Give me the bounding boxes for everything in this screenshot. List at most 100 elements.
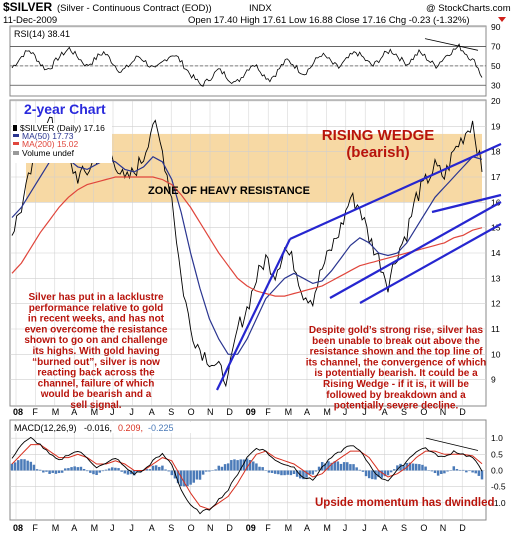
macd-histogram-bar: [189, 470, 192, 485]
macd-histogram-bar: [139, 470, 142, 473]
header-date: 11-Dec-2009: [3, 15, 57, 26]
rsi-tick-label: 50: [491, 61, 501, 71]
macd-x-label: A: [149, 523, 155, 533]
macd-histogram-bar: [242, 459, 246, 471]
legend-ma200: MA(200) 15.02: [22, 139, 78, 149]
macd-histogram-bar: [104, 469, 108, 471]
macd-histogram-bar: [192, 470, 195, 483]
macd-histogram-bar: [176, 470, 180, 484]
macd-histogram-bar: [330, 462, 333, 471]
macd-histogram-bar: [377, 470, 380, 478]
macd-histogram-bar: [76, 467, 80, 471]
channel-upper-trendline: [289, 142, 502, 241]
macd-histogram-bar: [339, 463, 343, 471]
price-x-label: F: [265, 407, 271, 417]
macd-histogram-bar: [154, 465, 158, 471]
macd-histogram-bar: [158, 466, 161, 471]
macd-histogram-bar: [468, 470, 471, 472]
macd-histogram-bar: [252, 461, 255, 471]
annotation-line: followed by breakdown and a: [326, 390, 466, 401]
macd-histogram-bar: [10, 463, 14, 471]
macd-histogram-bar: [248, 460, 252, 471]
macd-histogram-bar: [230, 460, 233, 471]
price-x-label: N: [440, 407, 447, 417]
macd-line: [11, 436, 483, 515]
macd-histogram-bar: [226, 463, 230, 471]
macd-x-label: A: [382, 523, 388, 533]
annotation-line: resistance shown and the top line of: [310, 347, 483, 358]
price-tick-label: 12: [491, 299, 501, 309]
price-series-ma200: [11, 176, 483, 297]
macd-histogram-bar: [367, 470, 371, 479]
macd-histogram-bar: [352, 464, 355, 471]
macd-tick-label: -1.0: [491, 498, 506, 508]
rsi-plot: 30 50 70 90: [10, 22, 501, 90]
annotation-line: would be bearish and a: [40, 389, 152, 400]
macd-histogram-bar: [198, 470, 202, 480]
macd-histogram-bar: [151, 465, 155, 471]
macd-x-label: J: [362, 523, 367, 533]
header-symbol: $SILVER: [3, 0, 52, 14]
macd-histogram-bar: [280, 470, 283, 476]
macd-histogram-bar: [208, 470, 211, 472]
annotation-line: potentially severe decline.: [334, 401, 459, 412]
header-watermark: @ StockCharts.com: [426, 3, 511, 14]
rsi-tick-label: 90: [491, 22, 501, 32]
price-x-label: S: [401, 407, 407, 417]
macd-histogram-bar: [186, 470, 189, 487]
macd-histogram-bar: [317, 466, 321, 471]
price-series-silver: [11, 116, 483, 388]
macd-histogram-bar: [23, 459, 26, 471]
macd-histogram-bar: [396, 465, 399, 471]
macd-histogram-bar: [270, 470, 274, 473]
price-x-label: 09: [246, 407, 256, 417]
macd-tick-label: -0.5: [491, 482, 506, 492]
channel-lower-trendline-2: [359, 223, 502, 304]
macd-legend-bg: [12, 422, 192, 433]
macd-histogram-bar: [223, 464, 227, 471]
macd-histogram-bar: [239, 459, 242, 471]
macd-histogram-bar: [305, 470, 308, 478]
macd-histogram-bar: [349, 464, 352, 471]
rsi-panel: 30 50 70 90 RSI(14) 38.41: [9, 22, 501, 97]
macd-histogram-bar: [236, 460, 239, 471]
price-x-label: M: [285, 407, 293, 417]
macd-histogram-bar: [123, 470, 127, 474]
macd-histogram-bar: [474, 470, 477, 474]
price-tick-label: 18: [491, 147, 501, 157]
macd-x-label: J: [129, 523, 134, 533]
macd-histogram-bar: [132, 470, 136, 476]
macd-histogram-bar: [161, 465, 164, 471]
macd-histogram-bar: [411, 463, 415, 471]
macd-x-label: A: [71, 523, 77, 533]
macd-histogram-bar: [471, 470, 474, 473]
macd-histogram-bar: [42, 470, 45, 473]
macd-histogram-bar: [414, 463, 418, 471]
macd-histogram-bar: [92, 470, 95, 475]
wedge-inner-trendline: [431, 193, 502, 214]
macd-histogram-bar: [355, 467, 358, 471]
macd-histogram-bar: [45, 470, 48, 472]
macd-histogram-bar: [342, 462, 346, 471]
macd-legend-macd: -0.016,: [84, 423, 112, 433]
macd-histogram-bar: [60, 470, 64, 473]
legend-swatch-ma200: [13, 142, 19, 145]
macd-histogram-bar: [170, 470, 174, 476]
macd-histogram-bar: [95, 470, 98, 476]
macd-histogram-bar: [64, 468, 67, 471]
price-tick-label: 19: [491, 121, 501, 131]
rsi-frame: [9, 25, 487, 97]
macd-histogram-bar: [361, 470, 365, 472]
macd-histogram-bar: [374, 470, 377, 480]
annotation-line: shown to go on and challenge: [24, 335, 168, 346]
price-tick-label: 9: [491, 375, 496, 385]
macd-tick-label: 1.0: [491, 433, 503, 443]
macd-histogram-bar: [380, 470, 383, 478]
macd-histogram-bar: [402, 465, 405, 471]
macd-histogram-bar: [220, 466, 224, 471]
macd-tick-label: 0.5: [491, 449, 503, 459]
legend-ma50: MA(50) 17.73: [22, 131, 74, 141]
legend-swatch-ma50: [13, 134, 19, 137]
macd-histogram-bar: [461, 469, 465, 471]
macd-histogram-bar: [51, 470, 54, 473]
